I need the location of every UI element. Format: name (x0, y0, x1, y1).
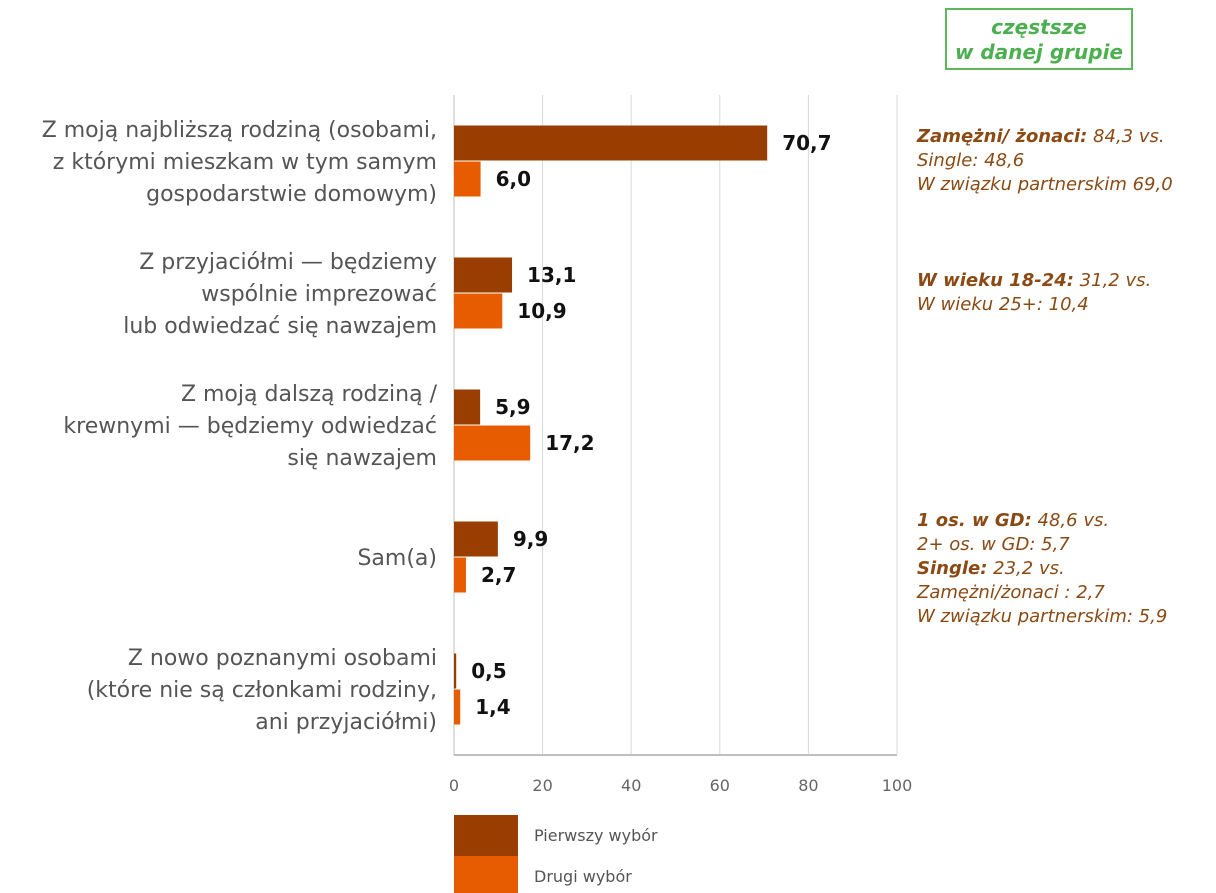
category-label: z którymi mieszkam w tym samym (53, 150, 437, 175)
note-emphasis: W wieku 18-24: (917, 270, 1074, 291)
bar-second-choice (454, 557, 466, 593)
x-tick-label: 40 (621, 776, 641, 795)
x-tick-label: 100 (882, 776, 913, 795)
value-label: 10,9 (517, 299, 566, 323)
note-line: W wieku 25+: 10,4 (917, 294, 1089, 315)
note-emphasis: Zamężni/ żonaci: (917, 126, 1088, 147)
legend-label: Pierwszy wybór (534, 826, 658, 845)
x-tick-label: 80 (798, 776, 818, 795)
bar-first-choice (454, 257, 513, 293)
note-line: 2+ os. w GD: 5,7 (917, 534, 1070, 555)
badge-line-2: w danej grupie (954, 40, 1124, 64)
category-label: się nawzajem (287, 446, 437, 471)
value-label: 1,4 (475, 695, 510, 719)
group-note: Zamężni/ żonaci: 84,3 vs. Single: 48,6 W z… (917, 125, 1216, 197)
category-label: lub odwiedzać się nawzajem (123, 314, 437, 339)
category-label: wspólnie imprezować (201, 282, 437, 307)
value-label: 5,9 (495, 395, 530, 419)
value-label: 17,2 (545, 431, 594, 455)
bars (454, 125, 768, 725)
x-tick-label: 60 (710, 776, 730, 795)
category-label: Sam(a) (357, 546, 437, 571)
bar-second-choice (454, 425, 531, 461)
category-labels: Z moją najbliższą rodziną (osobami, z któ… (42, 118, 438, 735)
bar-second-choice (454, 161, 481, 197)
group-note: W wieku 18-24: 31,2 vs. W wieku 25+: 10,4 (917, 269, 1216, 317)
note-line: Single: 48,6 (917, 150, 1025, 171)
highlight-legend-box: częstsze w danej grupie (945, 8, 1133, 70)
category-label: Z przyjaciółmi — będziemy (139, 250, 437, 275)
value-label: 70,7 (782, 131, 831, 155)
category-label: krewnymi — będziemy odwiedzać (63, 414, 437, 439)
category-label: Z moją najbliższą rodziną (osobami, (42, 118, 437, 143)
bar-first-choice (454, 521, 498, 557)
badge-line-1: częstsze (991, 15, 1087, 39)
value-label: 2,7 (481, 563, 516, 587)
bar-first-choice (454, 125, 768, 161)
note-line: 1 os. w GD: 48,6 vs. (917, 510, 1110, 531)
category-label: gospodarstwie domowym) (146, 182, 437, 207)
value-label: 9,9 (513, 527, 548, 551)
legend-swatch-first-choice (454, 815, 518, 856)
note-emphasis: 1 os. w GD: (917, 510, 1032, 531)
category-label: Z moją dalszą rodziną / (181, 382, 438, 407)
category-label: Z nowo poznanymi osobami (128, 646, 437, 671)
x-tick-label: 20 (532, 776, 552, 795)
legend: Pierwszy wybór Drugi wybór (454, 815, 658, 893)
note-line: Single: 23,2 vs. (917, 558, 1065, 579)
legend-swatch-second-choice (454, 856, 518, 893)
bar-second-choice (454, 689, 461, 725)
x-axis-ticks: 0 20 40 60 80 100 (449, 776, 912, 795)
note-line: W wieku 18-24: 31,2 vs. (917, 270, 1152, 291)
bar-second-choice (454, 293, 503, 329)
value-label: 6,0 (496, 167, 531, 191)
note-emphasis: Single: (917, 558, 988, 579)
note-line: W związku partnerskim: 5,9 (917, 606, 1168, 627)
value-label: 13,1 (527, 263, 576, 287)
category-label: (które nie są członkami rodziny, (87, 678, 437, 703)
group-note: 1 os. w GD: 48,6 vs. 2+ os. w GD: 5,7 Sin… (917, 509, 1216, 629)
value-labels: 70,7 6,0 13,1 10,9 5,9 17,2 9,9 2,7 0,5 1,4 (471, 131, 831, 719)
gridlines (453, 95, 898, 756)
category-label: ani przyjaciółmi) (255, 710, 437, 735)
bar-first-choice (454, 389, 481, 425)
x-tick-label: 0 (449, 776, 459, 795)
value-label: 0,5 (471, 659, 506, 683)
note-line: Zamężni/ żonaci: 84,3 vs. (917, 126, 1165, 147)
note-line: W związku partnerskim 69,0 (917, 174, 1173, 195)
legend-label: Drugi wybór (534, 867, 632, 886)
bar-first-choice (454, 653, 457, 689)
note-line: Zamężni/żonaci : 2,7 (917, 582, 1105, 603)
